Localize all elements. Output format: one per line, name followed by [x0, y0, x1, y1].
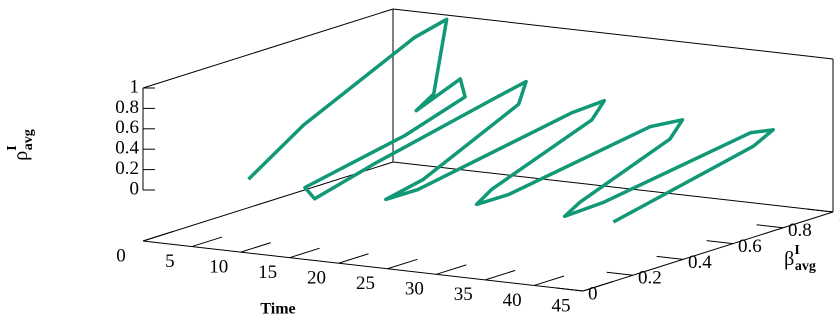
x-tick-label: 5: [165, 251, 175, 272]
x-tick-label: 0: [116, 245, 126, 266]
y-tick: [606, 271, 634, 276]
x-tick-label: 35: [454, 284, 473, 305]
superscript: I: [794, 243, 799, 258]
y-tick-label: 0: [588, 283, 598, 304]
x-tick: [436, 264, 467, 275]
x-tick-label: 20: [307, 268, 326, 289]
y-tick-label: 0.4: [688, 252, 712, 273]
z-tick-label: 0.6: [115, 117, 139, 138]
y-tick: [806, 208, 834, 213]
x-tick: [338, 253, 369, 264]
box-edge: [392, 8, 834, 60]
z-tick-label: 0: [130, 178, 140, 199]
y-tick: [756, 224, 784, 229]
line: [247, 17, 775, 224]
y-tick-label: 0.6: [738, 236, 762, 257]
x-tick: [582, 281, 614, 292]
axis-line: [142, 240, 584, 292]
y-tick: [556, 287, 584, 292]
subscript: avg: [795, 259, 816, 274]
box-edge: [142, 8, 394, 89]
x-tick: [191, 236, 223, 248]
symbol: β: [784, 248, 794, 270]
x-tick-label: 25: [356, 273, 375, 294]
x-tick-label: 10: [209, 256, 228, 277]
x-tick: [533, 275, 565, 286]
z-tick-label: 0.2: [115, 158, 139, 179]
symbol: ρ: [10, 151, 32, 161]
x-tick: [387, 258, 418, 270]
z-tick-label: 1: [130, 76, 140, 97]
y-axis-label: βI avg: [784, 243, 816, 274]
axis-line: [582, 211, 834, 292]
x-tick-label: 15: [258, 262, 277, 283]
x-tick-label: 40: [503, 290, 522, 311]
x-tick: [240, 242, 271, 253]
y-tick-label: 0.2: [638, 268, 662, 289]
y-tick: [706, 240, 734, 245]
x-axis-label: Time: [260, 301, 295, 318]
y-tick-label: 1: [838, 204, 840, 225]
x-tick-label: 45: [552, 295, 571, 316]
x-tick: [485, 269, 516, 281]
z-tick-label: 0.8: [115, 97, 139, 118]
y-axis-label-text: βI avg: [784, 243, 816, 274]
y-tick: [656, 255, 684, 260]
z-axis-label: ρIavg: [5, 129, 36, 160]
x-tick: [289, 247, 320, 259]
subscript: avg: [21, 129, 36, 150]
superscript: I: [5, 145, 20, 150]
box-edge: [392, 161, 834, 213]
x-tick: [142, 231, 174, 242]
box-edge: [142, 161, 394, 242]
y-tick-label: 0.8: [788, 220, 812, 241]
z-axis-label-text: ρIavg: [5, 129, 36, 160]
x-tick-label: 30: [405, 279, 424, 300]
z-tick-label: 0.4: [115, 138, 139, 159]
